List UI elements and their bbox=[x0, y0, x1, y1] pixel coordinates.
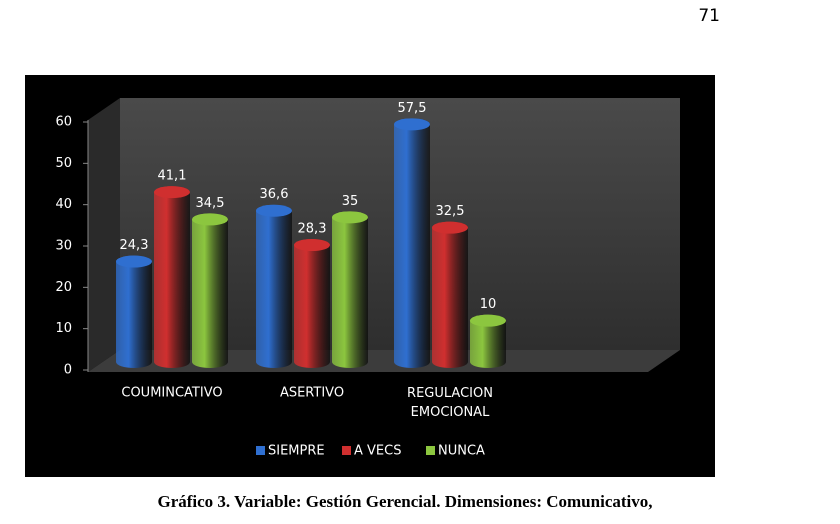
bar bbox=[332, 211, 368, 368]
legend-swatch bbox=[342, 446, 351, 455]
value-label: 32,5 bbox=[436, 204, 465, 219]
bar bbox=[154, 186, 190, 368]
bar bbox=[294, 239, 330, 368]
value-label: 41,1 bbox=[158, 169, 187, 184]
y-tick-label: 20 bbox=[55, 280, 72, 295]
bar bbox=[256, 204, 292, 368]
bar-top bbox=[294, 239, 330, 252]
bar-top bbox=[332, 211, 368, 224]
legend-label: SIEMPRE bbox=[268, 444, 325, 459]
bar-top bbox=[154, 186, 190, 199]
y-tick-label: 10 bbox=[55, 321, 72, 336]
bar-top bbox=[470, 314, 506, 327]
value-label: 28,3 bbox=[298, 222, 327, 237]
bar-top bbox=[432, 221, 468, 234]
value-label: 24,3 bbox=[120, 238, 149, 253]
bar bbox=[394, 118, 430, 368]
page-number: 71 bbox=[698, 6, 720, 26]
legend-swatch bbox=[426, 446, 435, 455]
value-label: 34,5 bbox=[196, 196, 225, 211]
bar bbox=[192, 213, 228, 368]
chart: 0 10 20 30 40 50 60 COUMINCATIVO 24,3 41,1 34,5 ASE… bbox=[55, 101, 506, 459]
x-tick-label-line: EMOCIONAL bbox=[411, 405, 490, 420]
bar bbox=[470, 314, 506, 368]
y-tick-label: 30 bbox=[55, 239, 72, 254]
value-label: 35 bbox=[342, 194, 359, 209]
y-tick-label: 40 bbox=[55, 197, 72, 212]
legend-label: A VECS bbox=[354, 444, 401, 459]
x-tick-label: REGULACION EMOCIONAL bbox=[407, 386, 493, 420]
side-wall bbox=[88, 98, 120, 372]
legend-label: NUNCA bbox=[438, 444, 485, 459]
y-tick-label: 60 bbox=[55, 115, 72, 130]
caption: Gráfico 3. Variable: Gestión Gerencial. … bbox=[157, 492, 652, 511]
bar bbox=[432, 221, 468, 368]
bar bbox=[116, 255, 152, 368]
bar-top bbox=[394, 118, 430, 131]
x-tick-label: COUMINCATIVO bbox=[121, 386, 222, 401]
y-tick-label: 50 bbox=[55, 156, 72, 171]
x-tick-label: ASERTIVO bbox=[280, 386, 344, 401]
floor bbox=[88, 350, 680, 372]
bar-top bbox=[256, 204, 292, 217]
legend-swatch bbox=[256, 446, 265, 455]
value-label: 36,6 bbox=[260, 187, 289, 202]
bar-top bbox=[116, 255, 152, 268]
y-tick-label: 0 bbox=[64, 363, 72, 378]
value-label: 57,5 bbox=[398, 101, 427, 116]
x-tick-label-line: REGULACION bbox=[407, 386, 493, 401]
value-label: 10 bbox=[480, 297, 497, 312]
bar-top bbox=[192, 213, 228, 226]
